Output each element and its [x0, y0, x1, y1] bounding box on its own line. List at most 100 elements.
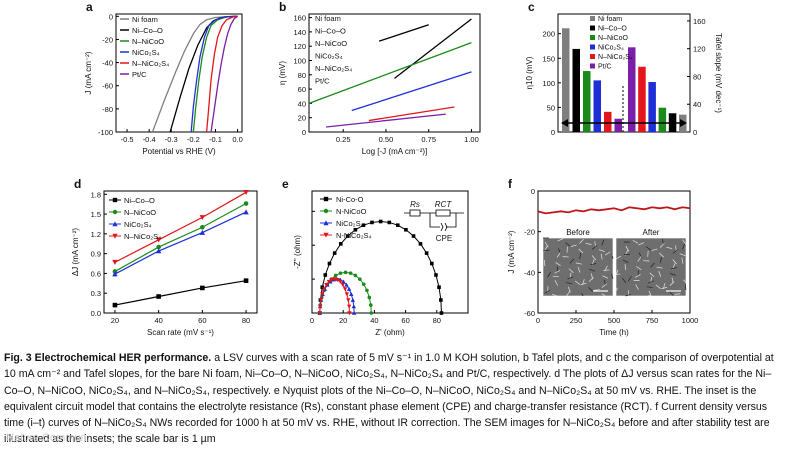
panel-d-point-N–NiCoO: [200, 224, 205, 230]
panel-d-line-Ni–Co–O: [114, 280, 247, 306]
panel-e-label: e: [282, 177, 289, 191]
panel-e-point-Ni-Co-O: [323, 273, 328, 277]
panel-e-point-Ni-Co-O: [434, 273, 438, 277]
panel-f-sem-before-fiber: [568, 268, 574, 273]
panel-e-point-Ni-Co-O: [370, 220, 374, 225]
panel-a-ytick-label: -40: [102, 59, 113, 68]
panel-e-point-N-NiCoO: [361, 282, 366, 287]
panel-d-point-N–NiCo₂S₄: [112, 259, 118, 265]
panel-d-legend-label: N–NiCo₂S₄: [124, 232, 161, 241]
panel-b-xtick-label: 0.50: [379, 135, 394, 144]
panel-f-sem-before-fiber: [544, 241, 549, 248]
panel-c-label: c: [528, 0, 535, 14]
panel-e-frame: [311, 190, 469, 314]
panel-e-legend-marker: [323, 232, 329, 238]
panel-e-point-NiCo₂S₄: [346, 286, 352, 291]
panel-e-point-N-NiCo₂S₄: [324, 283, 329, 288]
panel-e-point-Ni-Co-O: [424, 251, 429, 255]
panel-f-sem-before-fiber: [557, 238, 564, 242]
panel-d-frame: [103, 190, 258, 314]
panel-e-point-Ni-Co-O: [411, 234, 416, 238]
panel-b-ylabel: η (mV): [278, 61, 287, 85]
panel-f-sem-after-fiber: [682, 279, 687, 283]
panel-a-legend-label: Ni–Co–O: [132, 26, 163, 35]
panel-b-ytick-label: 40: [298, 99, 306, 108]
panel-f-sem-after-fiber: [625, 245, 630, 252]
panel-c-tafel-bar-3: [658, 107, 667, 132]
panel-c-eta-bar-Pt/C: [614, 118, 622, 132]
panel-e-point-NiCo₂S₄: [351, 310, 357, 315]
panel-f-sem-after-fiber: [615, 255, 622, 260]
panel-d-point-N–NiCoO: [156, 244, 161, 250]
panel-f-sem-before-fiber: [554, 280, 559, 286]
panel-e-point-Ni-Co-O: [418, 242, 423, 246]
panel-d-point-N–NiCo₂S₄: [243, 190, 249, 196]
panel-f-sem-before-fiber: [555, 262, 561, 267]
panel-f-sem-after-fiber: [659, 242, 665, 248]
panel-e-point-N-NiCo₂S₄: [317, 311, 322, 316]
panel-f-sem-after-fiber: [682, 243, 685, 250]
panel-d-point-NiCo₂S₄: [155, 248, 162, 254]
panel-f-sem-before-fiber: [556, 252, 561, 258]
panel-c-ylabel-left: η10 (mV): [525, 56, 534, 89]
panel-f-sem-after-fiber: [621, 277, 627, 284]
panel-e-point-N-NiCoO: [368, 303, 373, 307]
panel-f-sem-after-fiber: [684, 283, 687, 290]
panel-b-ytick-label: 160: [293, 14, 306, 23]
panel-f-sem-after-fiber: [625, 293, 631, 297]
panel-f-sem-before-fiber: [588, 287, 594, 292]
panel-b-ytick-label: 140: [293, 28, 306, 37]
panel-e-point-NiCo₂S₄: [349, 291, 354, 296]
panel-b-ytick-label: 20: [298, 114, 306, 123]
panel-d-legend-label: NiCo₂S₄: [124, 220, 152, 229]
panel-f-sem-before-fiber: [601, 293, 606, 297]
panel-e-xtick-label: 40: [370, 316, 378, 325]
panel-f-sem-before-label: Before: [566, 228, 590, 237]
panel-e-point-N-NiCo₂S₄: [340, 283, 346, 288]
panel-e-point-N-NiCo₂S₄: [342, 287, 348, 292]
panel-d-line-N–NiCo₂S₄: [114, 191, 247, 263]
panel-e-point-Ni-Co-O: [338, 242, 343, 246]
caption-title: Electrochemical HER performance.: [34, 352, 212, 364]
panel-c-eta-bar-N–NiCoO: [583, 71, 591, 132]
panel-f-sem-after-fiber: [635, 274, 641, 278]
panel-d-legend-marker: [112, 233, 118, 239]
panel-d-point-N–NiCo₂S₄: [155, 237, 162, 243]
panel-e-point-N-NiCo₂S₄: [318, 298, 324, 303]
panel-f-sem-before-fiber: [602, 275, 609, 279]
panel-f-sem-before-fiber: [585, 242, 592, 245]
panel-f-sem-after-fiber: [682, 239, 687, 245]
panel-f-sem-after-fiber: [645, 246, 652, 251]
panel-f-sem-after-fiber: [649, 272, 655, 278]
panel-e-legend-marker: [323, 196, 329, 202]
panel-a-legend-label: Pt/C: [132, 70, 147, 79]
panel-d-legend-marker: [112, 209, 118, 215]
panel-e-point-Ni-Co-O: [320, 285, 325, 290]
panel-f-sem-after-fiber: [638, 242, 645, 246]
panel-f-sem-after-fiber: [659, 257, 662, 264]
panel-e-point-N-NiCo₂S₄: [344, 292, 350, 297]
panel-e-point-N-NiCo₂S₄: [321, 287, 327, 292]
panel-e-point-N-NiCoO: [348, 271, 353, 275]
panel-f-sem-before-fiber: [569, 258, 575, 264]
panel-e-arc-N-NiCo₂S₄: [319, 278, 350, 314]
panel-f-sem-before-fiber: [580, 282, 587, 286]
panel-e-point-Ni-Co-O: [437, 285, 441, 290]
panel-b-ytick-label: 60: [298, 85, 306, 94]
panel-e-point-N-NiCoO: [369, 311, 374, 315]
panel-c-tafel-bar-1: [638, 66, 646, 132]
panel-e-legend-label: NiCo₂S₄: [336, 219, 364, 228]
panel-f-sem-after-fiber: [636, 266, 642, 271]
panel-c-tafel-bar-0: [628, 47, 636, 133]
caption-text: a LSV curves with a scan rate of 5 mV s⁻…: [4, 352, 774, 446]
panel-d-xlabel: Scan rate (mV s⁻¹): [147, 328, 214, 337]
panel-e-point-N-NiCo₂S₄: [346, 298, 351, 303]
panel-a-ytick-label: -100: [98, 128, 113, 137]
panel-f-sem-after-fiber: [666, 246, 673, 250]
panel-f-sem-after-fiber: [632, 239, 639, 244]
panel-b-series-Pt/C: [326, 113, 446, 128]
panel-a-xtick-label: -0.5: [121, 135, 134, 144]
panel-b-ytick-label: 80: [298, 71, 306, 80]
panel-e-ylabel: -Z'' (ohm): [293, 235, 302, 269]
panel-f-label: f: [508, 177, 513, 191]
